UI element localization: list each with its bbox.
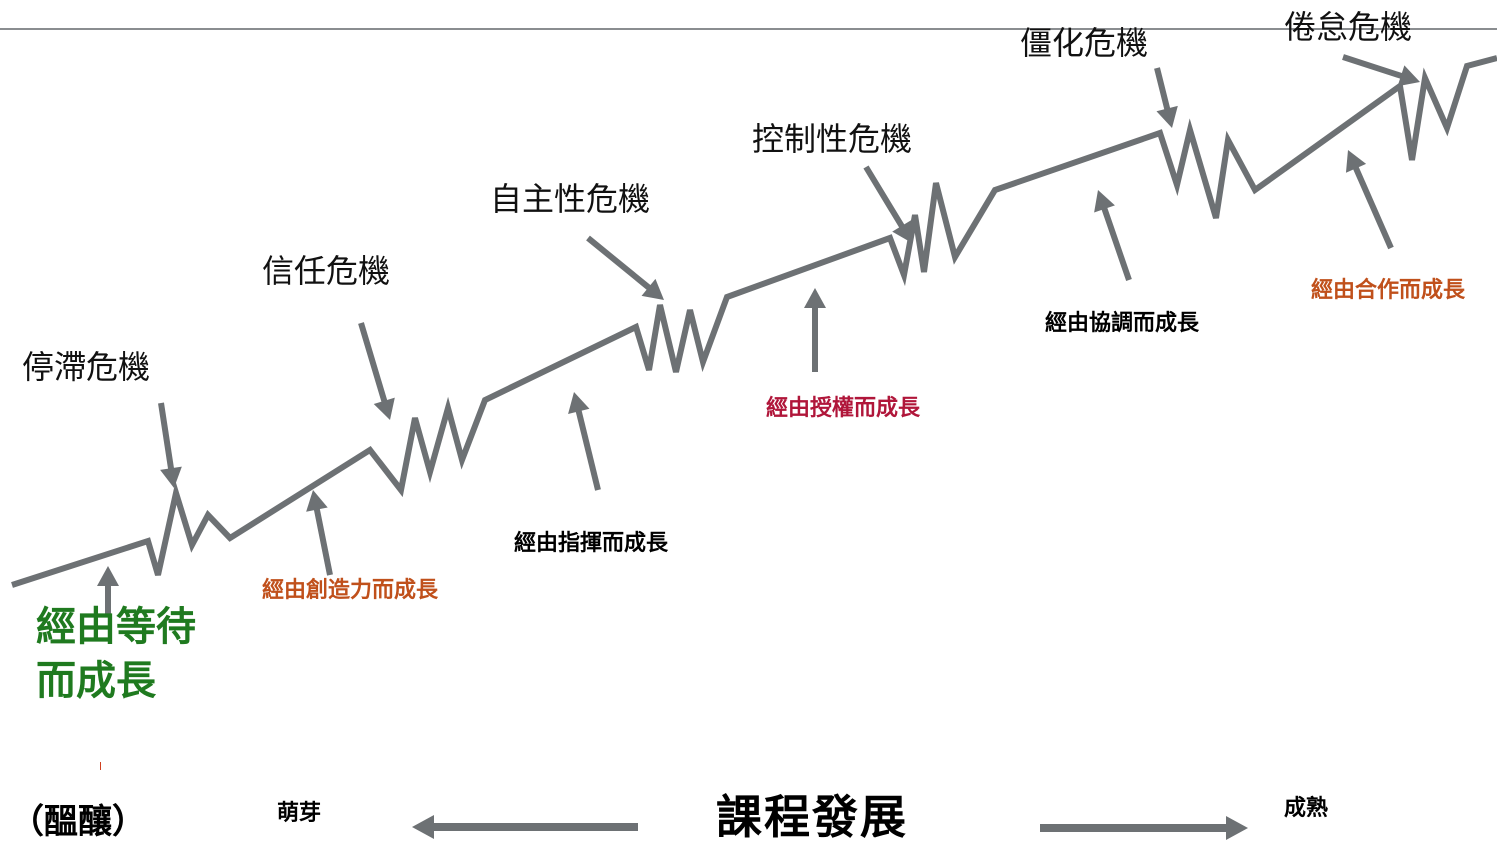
arrow-trust-crisis-head	[373, 397, 395, 420]
crisis-label-rigidity: 僵化危機	[1020, 24, 1149, 62]
growth-curve	[11, 55, 1497, 588]
stage-label-mature: 成熟	[1284, 795, 1329, 821]
small-tick-mark	[100, 762, 101, 770]
arrow-trust-crisis	[358, 322, 395, 420]
arrow-burnout-crisis-head	[1397, 65, 1420, 87]
axis-left-arrow	[412, 815, 638, 839]
arrow-stagnation-crisis-shaft	[158, 402, 175, 471]
arrow-control-crisis-shaft	[863, 165, 906, 230]
axis-title: 課程發展	[716, 790, 908, 844]
arrow-growth-delegation-head	[804, 288, 826, 308]
axis-left-arrow-head	[412, 815, 434, 839]
arrow-rigidity-crisis	[1154, 67, 1178, 128]
arrow-growth-waiting	[97, 566, 119, 615]
growth-label-direction: 經由指揮而成長	[514, 530, 669, 556]
crisis-label-control: 控制性危機	[752, 120, 913, 158]
axis-right-arrow	[1040, 816, 1248, 840]
arrow-growth-coordination-head	[1094, 190, 1115, 213]
arrow-growth-creativity-shaft	[313, 507, 333, 576]
arrow-growth-creativity-head	[306, 490, 328, 512]
arrow-autonomy-crisis-shaft	[586, 235, 652, 291]
growth-label-creativity: 經由創造力而成長	[262, 577, 439, 603]
arrow-rigidity-crisis-head	[1156, 105, 1178, 128]
growth-label-delegation: 經由授權而成長	[766, 395, 921, 421]
crisis-label-autonomy: 自主性危機	[490, 180, 651, 218]
arrow-trust-crisis-shaft	[358, 322, 388, 404]
arrow-autonomy-crisis	[586, 235, 664, 300]
arrow-growth-direction-head	[568, 392, 590, 415]
arrow-growth-direction-shaft	[575, 408, 601, 491]
arrow-growth-waiting-head	[97, 566, 119, 586]
stage-label-incubation: （醞釀）	[10, 802, 146, 842]
arrow-burnout-crisis	[1342, 54, 1420, 87]
arrow-control-crisis-head	[892, 220, 912, 243]
crisis-label-burnout: 倦怠危機	[1284, 8, 1413, 46]
growth-label-waiting: 經由等待而成長	[36, 603, 196, 704]
arrows-layer	[97, 54, 1420, 840]
crisis-label-stagnation: 停滯危機	[22, 348, 151, 386]
axis-right-arrow-head	[1226, 816, 1248, 840]
growth-label-collaboration: 經由合作而成長	[1311, 277, 1466, 303]
arrow-control-crisis	[863, 165, 912, 243]
arrow-growth-collaboration-shaft	[1352, 165, 1394, 250]
arrow-growth-collaboration-head	[1345, 150, 1367, 173]
arrow-growth-collaboration	[1345, 150, 1394, 250]
stage-label-sprout: 萌芽	[277, 800, 322, 826]
arrow-stagnation-crisis	[158, 402, 182, 488]
arrow-stagnation-crisis-head	[160, 466, 182, 488]
arrow-burnout-crisis-shaft	[1342, 54, 1404, 80]
arrow-growth-delegation	[804, 288, 826, 372]
arrow-growth-direction	[568, 392, 601, 491]
crisis-label-trust: 信任危機	[262, 252, 391, 290]
arrow-autonomy-crisis-head	[641, 278, 664, 300]
growth-label-coordination: 經由協調而成長	[1045, 310, 1200, 336]
arrow-rigidity-crisis-shaft	[1154, 67, 1171, 112]
arrow-growth-creativity	[306, 490, 333, 576]
arrow-growth-coordination-shaft	[1101, 206, 1132, 281]
arrow-growth-coordination	[1094, 190, 1132, 281]
